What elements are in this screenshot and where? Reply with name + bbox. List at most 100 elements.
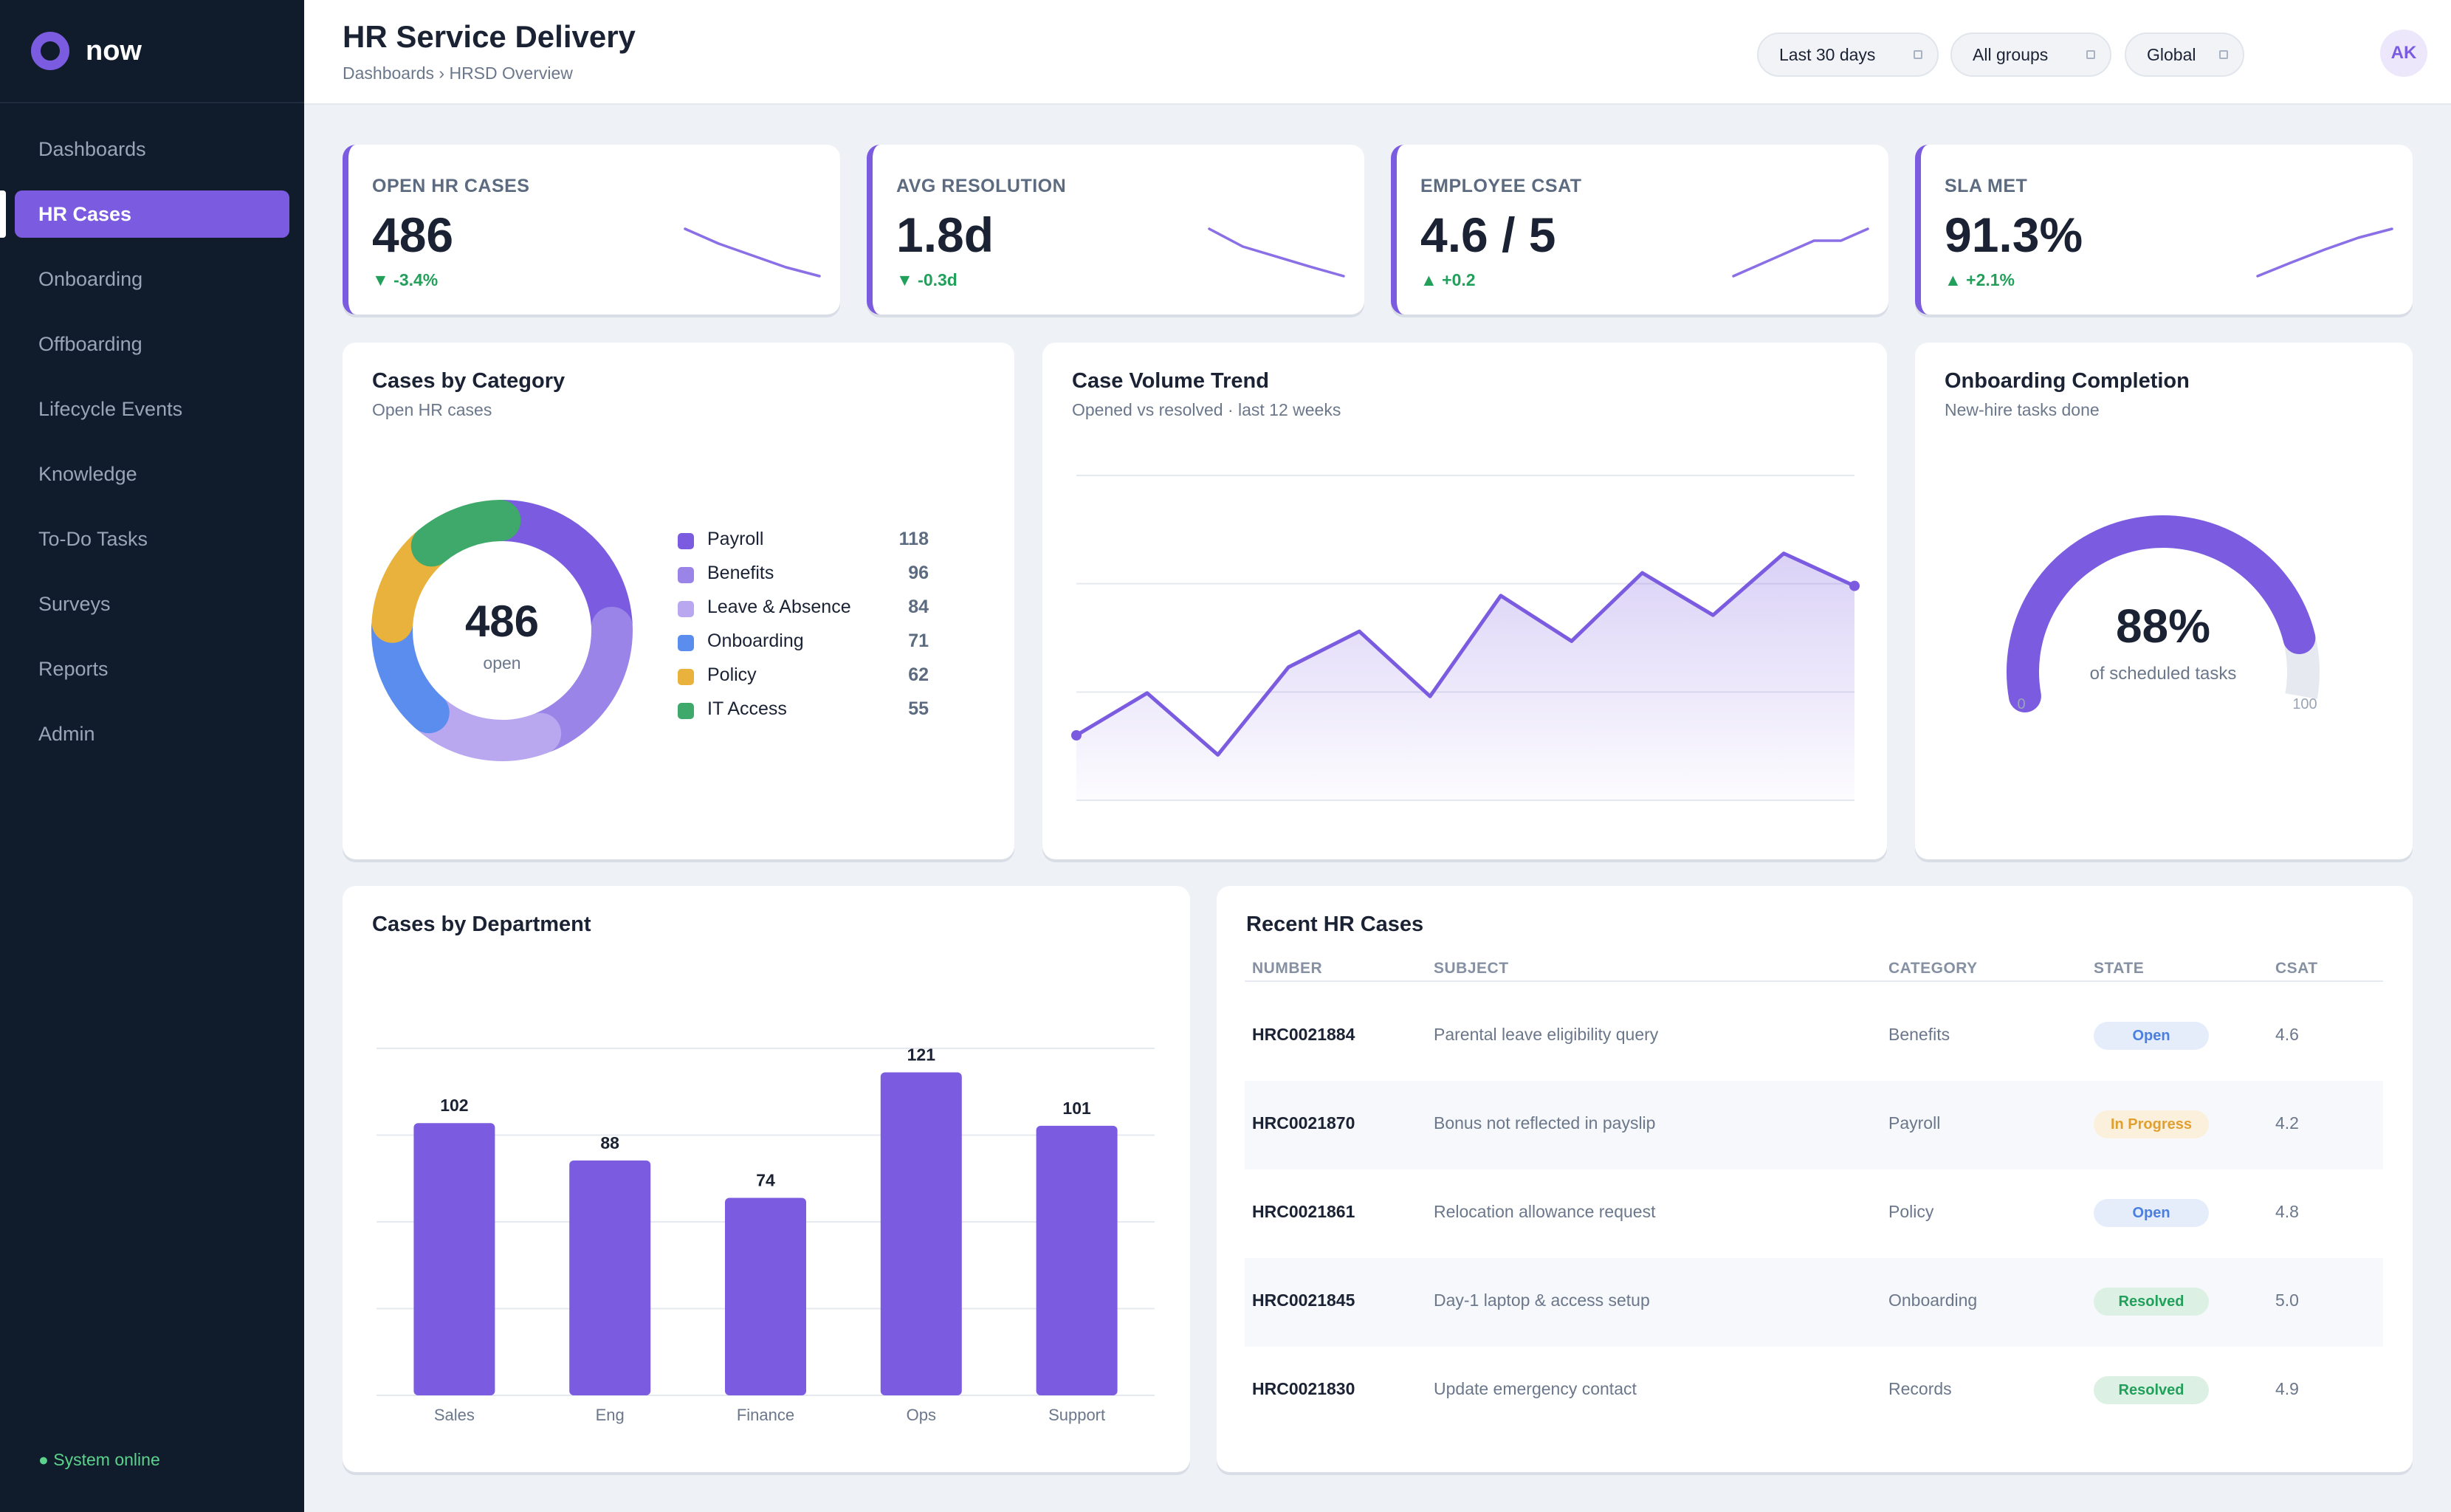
sparkline-path <box>1208 227 1345 278</box>
sidebar-item-todo-tasks[interactable]: To-Do Tasks <box>38 528 148 550</box>
brand[interactable]: now <box>0 0 304 103</box>
legend-item[interactable]: Policy 62 <box>678 663 929 697</box>
column-header-csat[interactable]: CSAT <box>2275 960 2318 977</box>
legend-value: 62 <box>908 664 929 685</box>
kpi-card-avg-resolution[interactable]: AVG RESOLUTION 1.8d ▼ -0.3d <box>867 145 1364 315</box>
sidebar: now Dashboards HR Cases Onboarding Offbo… <box>0 0 304 1512</box>
case-csat: 4.2 <box>2275 1113 2299 1133</box>
avatar[interactable]: AK <box>2380 30 2427 77</box>
kpi-card-employee-csat[interactable]: EMPLOYEE CSAT 4.6 / 5 ▲ +0.2 <box>1391 145 1888 315</box>
sidebar-item-onboarding[interactable]: Onboarding <box>38 268 143 290</box>
data-point[interactable] <box>1849 580 1860 591</box>
brand-name: now <box>86 35 142 66</box>
sidebar-item-admin[interactable]: Admin <box>38 723 95 745</box>
kpi-sparkline <box>684 227 821 278</box>
kpi-sparkline <box>1732 227 1869 278</box>
legend-item[interactable]: Payroll 118 <box>678 527 929 561</box>
kpi-value: 1.8d <box>896 207 994 262</box>
column-header-category[interactable]: CATEGORY <box>1888 960 1978 977</box>
card-subtitle: Open HR cases <box>372 400 492 419</box>
table-row[interactable]: HRC0021861 Relocation allowance request Po… <box>1245 1169 2383 1258</box>
case-number[interactable]: HRC0021845 <box>1252 1291 1355 1310</box>
legend-item[interactable]: Onboarding 71 <box>678 629 929 663</box>
group-filter[interactable]: All groups <box>1950 32 2111 77</box>
legend-label: Payroll <box>707 529 764 549</box>
column-header-state[interactable]: STATE <box>2094 960 2145 977</box>
legend-label: Onboarding <box>707 630 804 651</box>
region-filter[interactable]: Global <box>2125 32 2244 77</box>
donut-slice[interactable] <box>523 606 633 753</box>
legend-label: Leave & Absence <box>707 597 851 617</box>
kpi-label: AVG RESOLUTION <box>896 176 1067 196</box>
breadcrumb[interactable]: Dashboards › HRSD Overview <box>343 63 573 83</box>
system-status: ● System online <box>38 1450 160 1469</box>
gauge-fill <box>2007 515 2316 712</box>
bar[interactable] <box>413 1123 495 1395</box>
table-row[interactable]: HRC0021870 Bonus not reflected in payslip… <box>1245 1081 2383 1169</box>
case-number[interactable]: HRC0021830 <box>1252 1379 1355 1398</box>
donut-slice[interactable] <box>410 500 521 567</box>
sidebar-nav: Dashboards HR Cases Onboarding Offboardi… <box>0 126 304 775</box>
case-subject: Bonus not reflected in payslip <box>1434 1113 1656 1133</box>
x-tick-label: Support <box>1048 1406 1105 1424</box>
series-line <box>1075 551 1856 757</box>
card-title: Recent HR Cases <box>1246 913 1424 936</box>
legend-item[interactable]: Benefits 96 <box>678 561 929 595</box>
status-badge: Resolved <box>2094 1288 2209 1316</box>
table-header-divider <box>1245 980 2383 982</box>
x-tick-label: Ops <box>907 1406 936 1424</box>
kpi-value: 91.3% <box>1945 207 2083 262</box>
kpi-value: 486 <box>372 207 454 262</box>
case-category: Records <box>1888 1379 1952 1398</box>
category-donut-chart: 486 open <box>371 500 633 761</box>
area-fill <box>1076 553 1854 800</box>
bar-value-label: 101 <box>1062 1099 1091 1118</box>
dropdown-icon <box>2086 50 2095 59</box>
case-number[interactable]: HRC0021870 <box>1252 1113 1355 1133</box>
table-row[interactable]: HRC0021830 Update emergency contact Record… <box>1245 1347 2383 1435</box>
card-subtitle: Opened vs resolved · last 12 weeks <box>1072 400 1341 419</box>
date-range-filter[interactable]: Last 30 days <box>1757 32 1939 77</box>
bar-value-label: 88 <box>600 1133 619 1152</box>
legend-swatch <box>678 601 694 617</box>
bar[interactable] <box>880 1072 962 1395</box>
sidebar-item-offboarding[interactable]: Offboarding <box>38 333 142 355</box>
legend-item[interactable]: IT Access 55 <box>678 697 929 731</box>
kpi-label: EMPLOYEE CSAT <box>1420 176 1582 196</box>
onboarding-completion-card: Onboarding Completion New-hire tasks don… <box>1915 343 2413 859</box>
column-header-number[interactable]: NUMBER <box>1252 960 1323 977</box>
table-row[interactable]: HRC0021845 Day-1 laptop & access setup Onb… <box>1245 1258 2383 1347</box>
kpi-card-open-cases[interactable]: OPEN HR CASES 486 ▼ -3.4% <box>343 145 840 315</box>
legend-value: 84 <box>908 597 929 617</box>
legend-item[interactable]: Leave & Absence 84 <box>678 595 929 629</box>
bar[interactable] <box>1036 1125 1118 1395</box>
donut-slice[interactable] <box>483 500 633 645</box>
sidebar-item-reports[interactable]: Reports <box>38 658 109 680</box>
kpi-card-sla-met[interactable]: SLA MET 91.3% ▲ +2.1% <box>1915 145 2413 315</box>
case-subject: Day-1 laptop & access setup <box>1434 1291 1650 1310</box>
dropdown-icon <box>2219 50 2228 59</box>
kpi-label: OPEN HR CASES <box>372 176 530 196</box>
dropdown-icon <box>1914 50 1922 59</box>
legend-label: IT Access <box>707 698 787 719</box>
case-number[interactable]: HRC0021884 <box>1252 1025 1355 1044</box>
column-header-subject[interactable]: SUBJECT <box>1434 960 1509 977</box>
cases-by-category-card: Cases by Category Open HR cases 486 open… <box>343 343 1014 859</box>
sidebar-item-knowledge[interactable]: Knowledge <box>38 463 137 485</box>
sidebar-item-lifecycle-events[interactable]: Lifecycle Events <box>38 398 183 420</box>
case-number[interactable]: HRC0021861 <box>1252 1202 1355 1221</box>
case-csat: 4.6 <box>2275 1025 2299 1044</box>
table-row[interactable]: HRC0021884 Parental leave eligibility que… <box>1245 992 2383 1081</box>
status-badge: Open <box>2094 1022 2209 1050</box>
region-filter-label: Global <box>2147 45 2196 64</box>
bar[interactable] <box>725 1197 806 1395</box>
sidebar-item-surveys[interactable]: Surveys <box>38 593 111 615</box>
bar-value-label: 121 <box>907 1045 936 1065</box>
bar[interactable] <box>569 1160 651 1395</box>
cases-by-department-card: Cases by Department 102 Sales 88 Eng 74 Finan… <box>343 886 1190 1472</box>
sidebar-item-dashboards[interactable]: Dashboards <box>38 138 146 160</box>
sidebar-item-hr-cases[interactable]: HR Cases <box>0 190 289 238</box>
group-filter-label: All groups <box>1973 45 2049 64</box>
legend-value: 71 <box>908 630 929 651</box>
data-point[interactable] <box>1071 730 1082 740</box>
